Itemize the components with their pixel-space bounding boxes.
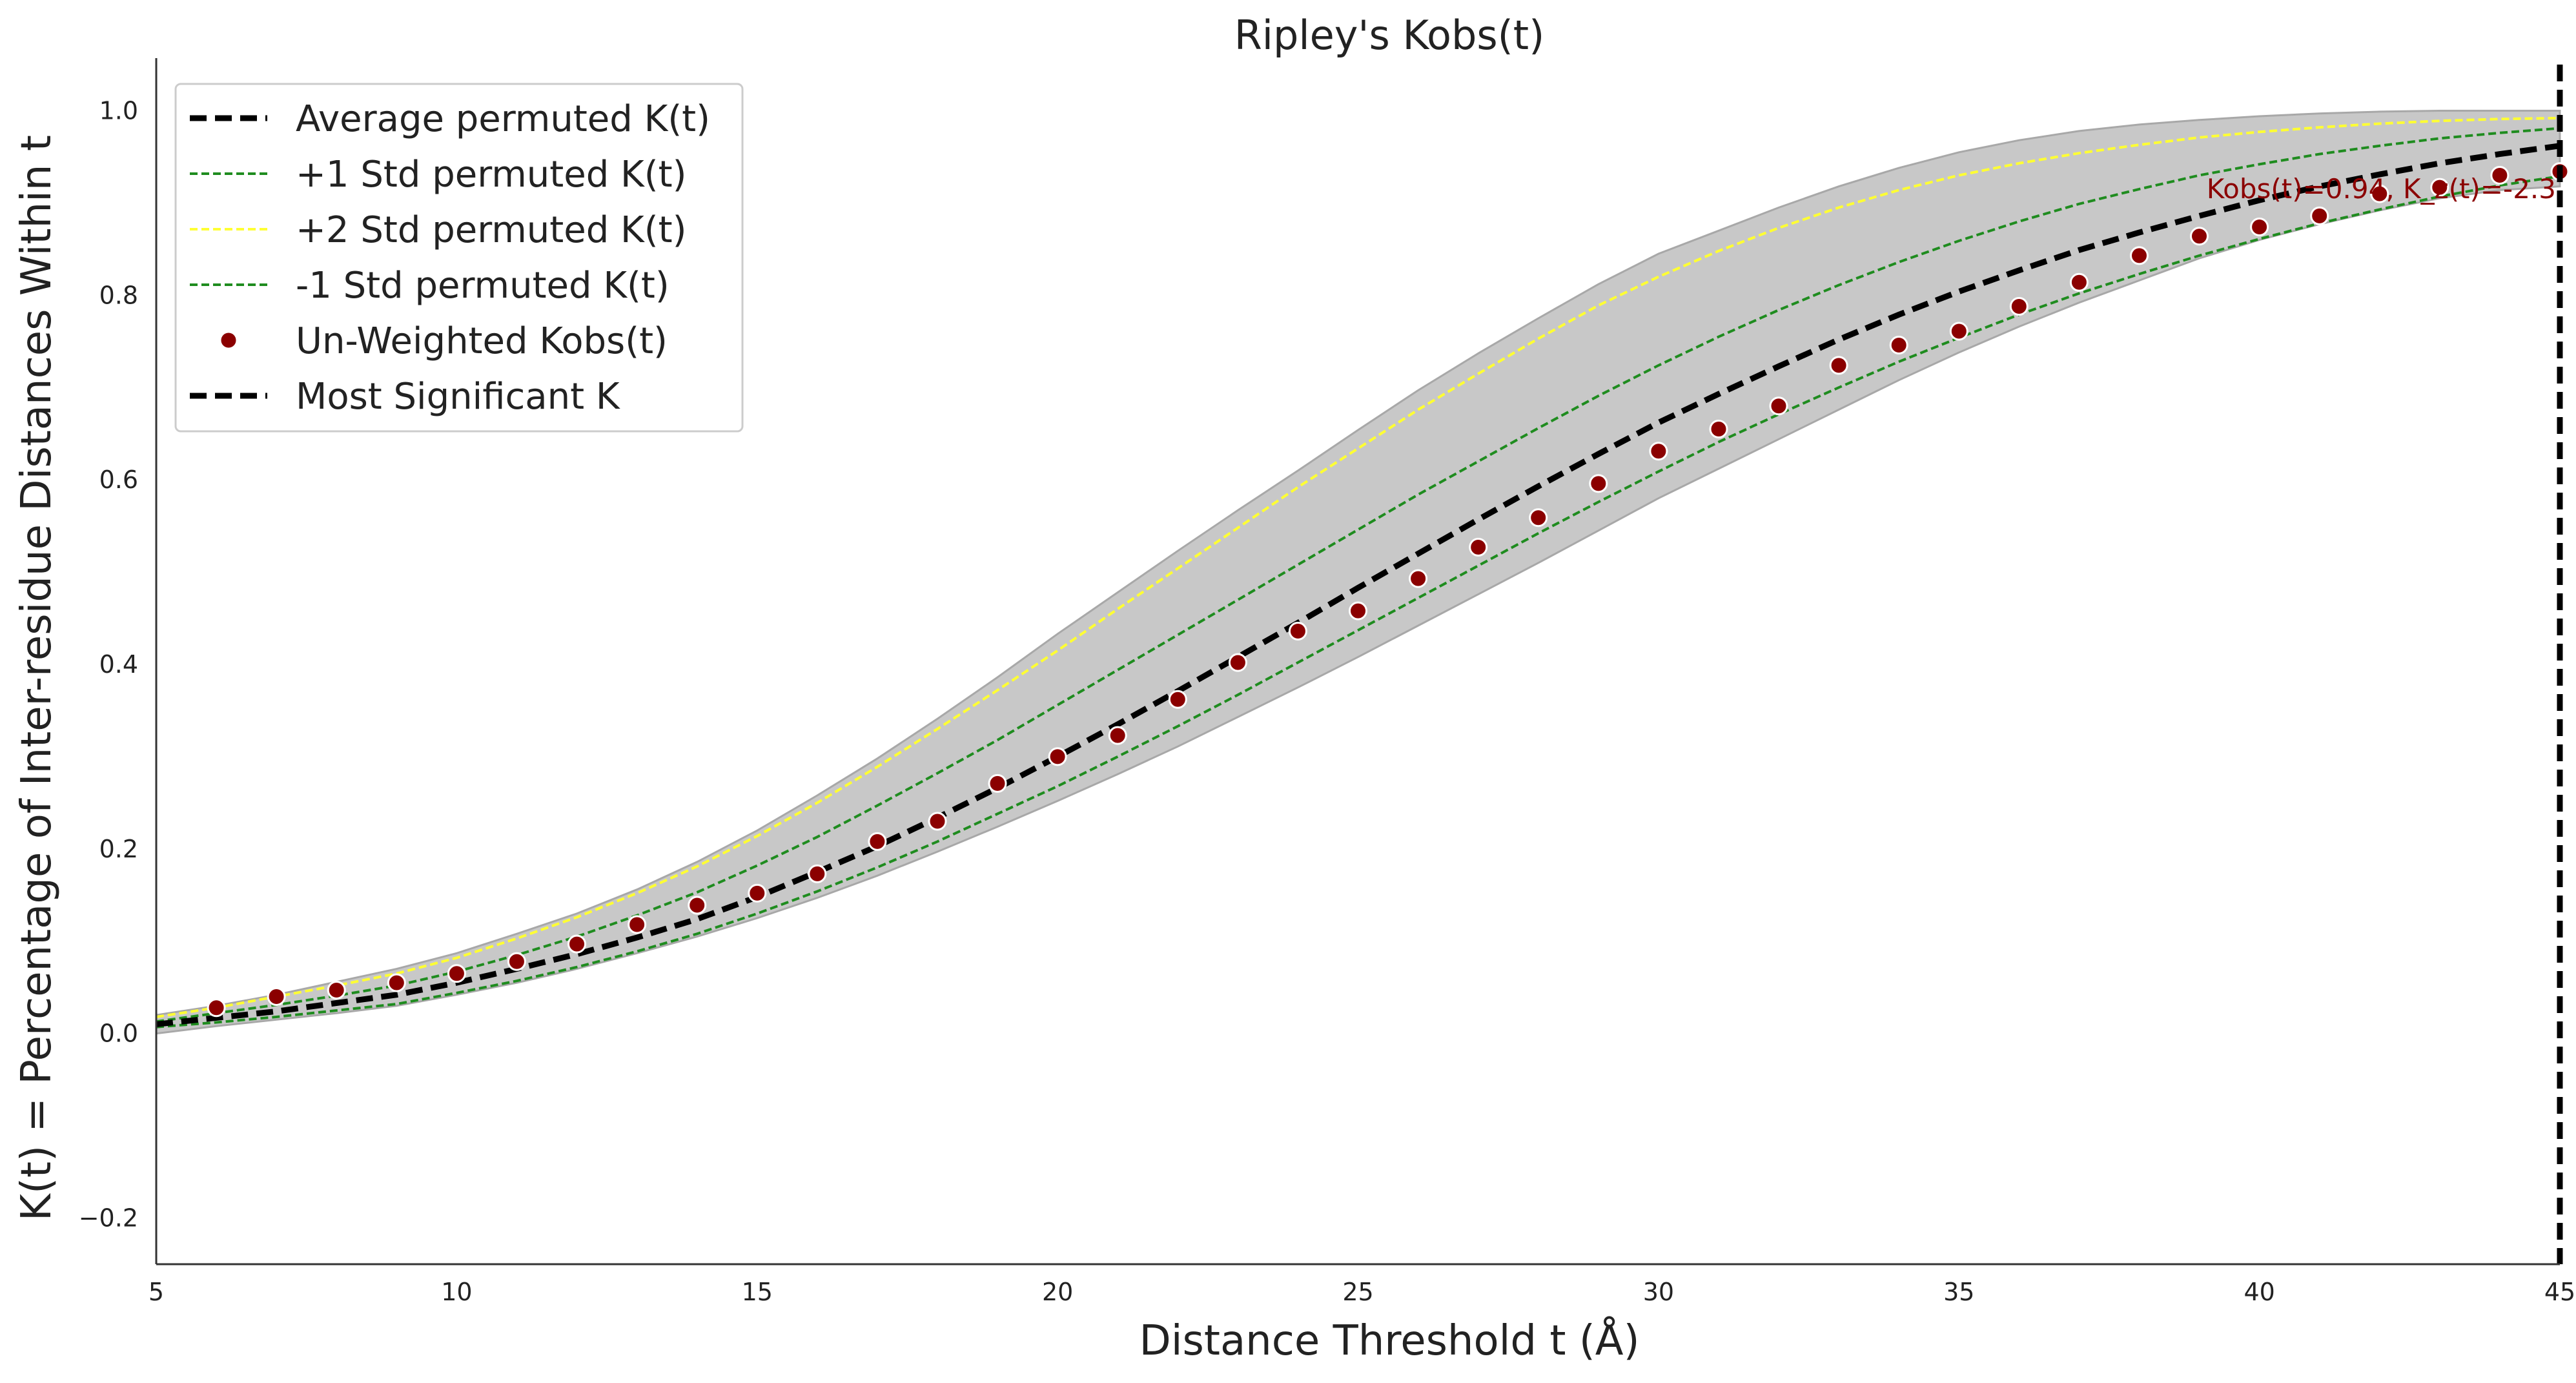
- observed-point: [868, 832, 887, 851]
- observed-point: [1829, 356, 1848, 375]
- observed-point: [507, 952, 526, 971]
- observed-point: [2190, 227, 2209, 246]
- observed-point: [1228, 653, 1247, 672]
- y-tick-label: −0.2: [79, 1204, 138, 1233]
- observed-point: [1288, 622, 1307, 640]
- observed-point: [2130, 246, 2149, 265]
- x-tick-label: 20: [1042, 1278, 1073, 1306]
- plot-area: Kobs(t)=0.94, K_z(t)=-2.3: [155, 65, 2570, 1264]
- y-tick-label: 0.4: [99, 650, 138, 679]
- chart-title: Ripley's Kobs(t): [1234, 12, 1545, 59]
- legend-label: -1 Std permuted K(t): [296, 265, 670, 307]
- x-tick-label: 45: [2544, 1278, 2575, 1306]
- observed-point: [2430, 178, 2449, 197]
- y-tick-label: 0.2: [99, 835, 138, 863]
- observed-point: [688, 896, 707, 915]
- observed-point: [2370, 184, 2389, 203]
- observed-point: [2009, 297, 2029, 316]
- observed-point: [2250, 218, 2269, 236]
- observed-point: [2310, 206, 2329, 225]
- x-tick-label: 35: [1943, 1278, 1974, 1306]
- y-tick-label: 1.0: [99, 96, 138, 125]
- observed-point: [808, 864, 827, 883]
- x-tick-label: 25: [1342, 1278, 1373, 1306]
- legend-label: Average permuted K(t): [296, 98, 710, 140]
- series-line-3: [156, 174, 2561, 1029]
- observed-point: [1589, 474, 1608, 493]
- x-tick-label: 40: [2244, 1278, 2274, 1306]
- legend-swatch: [219, 331, 238, 350]
- observed-point: [1048, 747, 1067, 766]
- series-line-1: [156, 127, 2561, 1023]
- x-tick-label: 30: [1643, 1278, 1674, 1306]
- legend-label: Most Significant K: [296, 376, 620, 418]
- observed-point: [1949, 322, 1968, 341]
- observed-point: [1769, 396, 1788, 416]
- x-axis-label: Distance Threshold t (Å): [1139, 1316, 1639, 1365]
- significance-annotation: Kobs(t)=0.94, K_z(t)=-2.3: [2207, 173, 2556, 205]
- observed-point: [748, 883, 767, 903]
- observed-point: [447, 964, 466, 983]
- observed-point: [1709, 420, 1728, 438]
- observed-point: [1409, 569, 1428, 588]
- y-tick-label: 0.8: [99, 281, 138, 309]
- axes: 5 10 15 20 25 30 35 40 45 −0.2 0.0 0.2 0.4 0.6 0.8 1.0: [79, 58, 2575, 1306]
- observed-point: [267, 987, 286, 1006]
- confidence-band: [155, 110, 2561, 1035]
- y-tick-label: 0.6: [99, 466, 138, 494]
- observed-point: [207, 998, 226, 1018]
- series-line-2: [156, 116, 2561, 1018]
- legend-label: +2 Std permuted K(t): [296, 209, 686, 251]
- series-line-0: [156, 143, 2561, 1027]
- observed-point: [1349, 601, 1367, 620]
- legend: Average permuted K(t) +1 Std permuted K(t…: [174, 83, 744, 433]
- observed-point: [1168, 690, 1187, 709]
- observed-point: [2069, 272, 2089, 292]
- observed-point: [327, 981, 346, 999]
- observed-point: [1108, 726, 1127, 745]
- observed-point: [1889, 336, 1908, 354]
- observed-point: [1649, 442, 1668, 461]
- y-axis-label: K(t) = Percentage of Inter-residue Dista…: [13, 135, 61, 1221]
- y-tick-label: 0.0: [99, 1019, 138, 1048]
- observed-point: [628, 915, 647, 934]
- x-tick-label: 10: [441, 1278, 472, 1306]
- observed-point: [567, 934, 586, 954]
- x-tick-label: 5: [148, 1278, 164, 1306]
- x-tick-label: 15: [742, 1278, 773, 1306]
- observed-point: [928, 812, 947, 831]
- observed-point: [1529, 508, 1548, 528]
- observed-point: [988, 773, 1007, 793]
- legend-label: Un-Weighted Kobs(t): [296, 320, 668, 362]
- observed-point: [1469, 538, 1488, 557]
- legend-label: +1 Std permuted K(t): [296, 154, 686, 196]
- observed-point: [2490, 166, 2510, 185]
- observed-point: [387, 973, 406, 992]
- legend-box: [174, 83, 744, 433]
